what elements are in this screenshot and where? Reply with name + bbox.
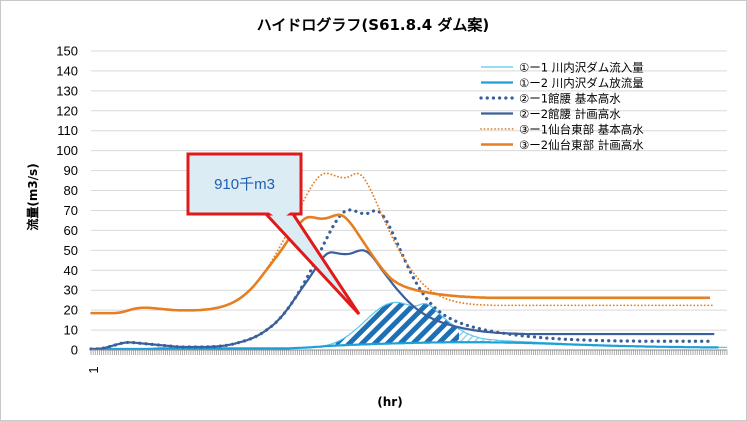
- gridlines: [91, 50, 727, 351]
- y-tick-label: 40: [64, 263, 78, 278]
- y-tick-label: 30: [64, 283, 78, 298]
- y-tick-label: 110: [57, 123, 78, 138]
- legend-label-5: ③ー1仙台東部 基本高水: [519, 123, 644, 137]
- callout-pointer-fill: [268, 212, 291, 220]
- y-tick-label: 70: [64, 203, 78, 218]
- y-tick-labels: 0 10 20 30 40 50 60 70 80 90 100 110 120 130 140 150: [56, 44, 78, 358]
- y-tick-label: 50: [64, 243, 78, 258]
- storage-callout: 910千m3: [186, 152, 361, 316]
- y-tick-label: 60: [64, 223, 78, 238]
- storage-volume-area: [324, 302, 630, 347]
- series-lines: [89, 172, 727, 351]
- x-tick-label-first: 1: [86, 366, 101, 373]
- y-tick-label: 130: [56, 83, 78, 98]
- series-line-6: [91, 213, 710, 315]
- x-axis-ticks: [90, 350, 728, 355]
- y-tick-label: 20: [64, 303, 78, 318]
- legend-label-1: ①ー1 川内沢ダム流入量: [519, 61, 644, 75]
- y-axis-title: 流量(m3/s): [25, 163, 40, 230]
- y-tick-label: 90: [64, 163, 78, 178]
- callout-label: 910千m3: [214, 176, 275, 193]
- y-tick-label: 10: [64, 323, 78, 338]
- legend-label-6: ③ー2仙台東部 計画高水: [519, 138, 644, 152]
- y-tick-label: 0: [71, 343, 78, 358]
- y-tick-label: 120: [56, 103, 78, 118]
- legend-label-3: ②ー1館腰 基本高水: [519, 92, 621, 106]
- chart-title: ハイドログラフ(S61.8.4 ダム案): [257, 16, 490, 34]
- x-axis: [90, 349, 728, 355]
- callout-pointer: [262, 212, 361, 316]
- series-line-4: [91, 249, 715, 351]
- storage-area-core: [335, 302, 459, 346]
- y-tick-label: 150: [56, 44, 78, 59]
- y-tick-label: 100: [56, 143, 78, 158]
- series-line-5: [90, 172, 714, 315]
- x-axis-title: (hr): [377, 395, 402, 409]
- callout-box: [186, 152, 303, 216]
- legend-label-2: ①ー2 川内沢ダム放流量: [519, 76, 644, 90]
- y-tick-label: 80: [64, 183, 78, 198]
- y-tick-label: 140: [56, 63, 78, 78]
- legend-label-4: ②ー2館腰 計画高水: [519, 107, 621, 121]
